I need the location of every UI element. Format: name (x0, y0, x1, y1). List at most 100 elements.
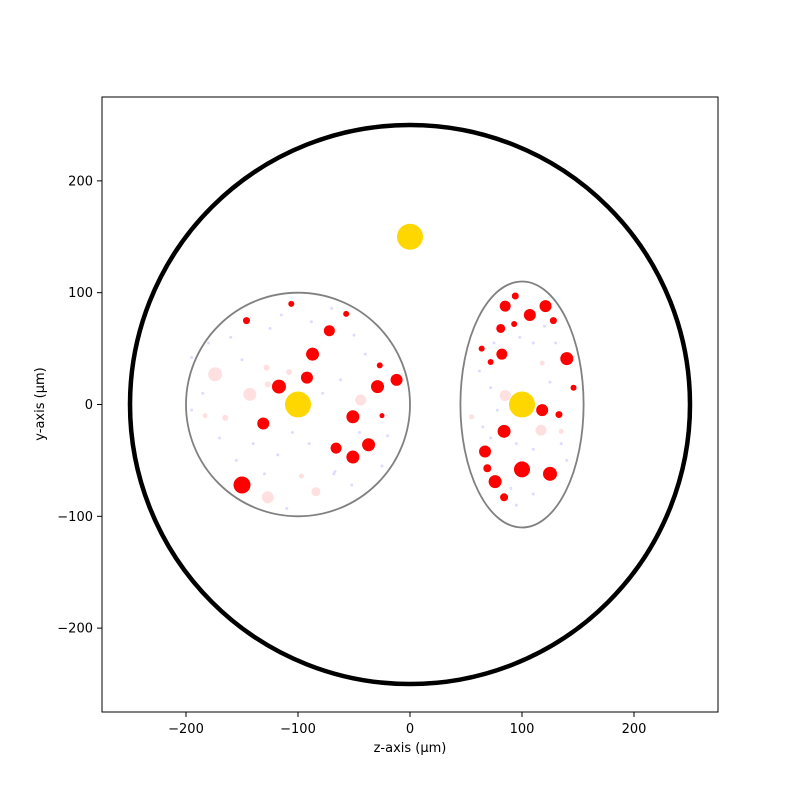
red-point (514, 461, 530, 478)
boundary-layer (127, 122, 693, 687)
faint-blue-point (309, 320, 313, 324)
faint-red-point (469, 414, 475, 420)
faint-blue-point (495, 408, 499, 412)
faint-red-point (298, 473, 304, 479)
faint-blue-point (201, 391, 205, 395)
red-point (233, 476, 251, 494)
faint-red-point (263, 364, 270, 371)
y-tick-label: −200 (57, 622, 93, 637)
red-point (496, 323, 506, 333)
faint-blue-point (518, 335, 522, 339)
faint-blue-point (333, 470, 337, 474)
red-point (555, 411, 563, 419)
faint-red-point (539, 360, 545, 366)
faint-red-point (264, 381, 271, 388)
faint-blue-point (307, 442, 311, 446)
red-point (479, 445, 492, 458)
red-point (488, 475, 502, 489)
faint-blue-point (190, 356, 194, 360)
red-point (483, 464, 492, 473)
faint-blue-point (190, 408, 194, 412)
faint-blue-point (268, 326, 272, 330)
faint-blue-point (477, 369, 481, 373)
faint-blue-point (234, 458, 238, 462)
faint-blue-point (358, 430, 362, 434)
faint-blue-point (514, 442, 518, 446)
faint-blue-point (489, 436, 493, 440)
faint-blue-point (330, 306, 334, 310)
red-point (496, 348, 508, 360)
faint-blue-point (251, 442, 255, 446)
red-point (288, 300, 295, 307)
faint-blue-point (531, 492, 535, 496)
faint-blue-point (321, 391, 325, 395)
nucleus-point (397, 223, 423, 250)
faint-blue-point (285, 506, 289, 510)
red-point (242, 317, 250, 325)
x-tick-label: 200 (622, 722, 647, 737)
faint-blue-point (489, 386, 493, 390)
faint-blue-point (276, 453, 280, 457)
red-point (362, 438, 376, 452)
faint-blue-point (531, 447, 535, 451)
faint-blue-point (240, 358, 244, 362)
faint-red-point (355, 394, 367, 406)
red-point (257, 417, 270, 430)
nucleus-point (509, 391, 535, 418)
outer-circle (127, 122, 693, 687)
red-point (500, 493, 509, 502)
red-point (497, 424, 511, 438)
nucleus-layer (285, 223, 535, 418)
faint-red-point (243, 387, 257, 401)
faint-blue-point (509, 486, 513, 490)
faint-blue-point (380, 464, 384, 468)
red-point (560, 352, 574, 366)
faint-red-point (311, 487, 321, 497)
red-point (543, 466, 557, 481)
red-point (330, 442, 342, 454)
red-points-layer (233, 292, 577, 502)
x-axis-ticks: −200 −100 0 100 200 (168, 712, 646, 737)
y-axis-ticks: −200 −100 0 100 200 (57, 174, 102, 637)
faint-red-point (208, 367, 223, 382)
faint-blue-point (386, 434, 390, 438)
faint-blue-point (542, 324, 546, 328)
faint-blue-point (363, 352, 367, 356)
faint-blue-point (492, 341, 496, 345)
red-point (539, 300, 552, 313)
red-point (346, 450, 360, 464)
red-point (536, 404, 549, 417)
red-point (487, 359, 494, 366)
faint-blue-point (481, 425, 485, 429)
faint-blue-point (559, 442, 563, 446)
faint-blue-point (514, 503, 518, 507)
faint-blue-point (262, 472, 266, 476)
right-ellipse (459, 280, 585, 529)
red-point (371, 380, 385, 394)
red-point (343, 310, 350, 317)
faint-blue-point (339, 378, 343, 382)
faint-red-point (499, 390, 511, 402)
faint-blue-point (554, 341, 558, 345)
faint-blue-point (279, 313, 283, 317)
red-point (549, 317, 557, 325)
red-point (346, 410, 360, 424)
red-point (511, 292, 519, 300)
x-tick-label: 100 (510, 722, 535, 737)
red-point (523, 309, 536, 322)
faint-blue-point (350, 483, 354, 487)
x-tick-label: 0 (406, 722, 414, 737)
red-point (570, 384, 577, 391)
faint-blue-point (565, 458, 569, 462)
y-tick-label: 200 (68, 174, 93, 189)
faint-red-point (261, 491, 274, 504)
y-tick-label: 100 (68, 286, 93, 301)
red-point (300, 371, 313, 384)
faint-red-point (535, 424, 547, 436)
x-axis-label: z-axis (μm) (374, 741, 447, 756)
faint-red-point (558, 428, 564, 434)
red-point (478, 345, 485, 352)
red-point (379, 413, 385, 419)
red-point (499, 300, 511, 312)
